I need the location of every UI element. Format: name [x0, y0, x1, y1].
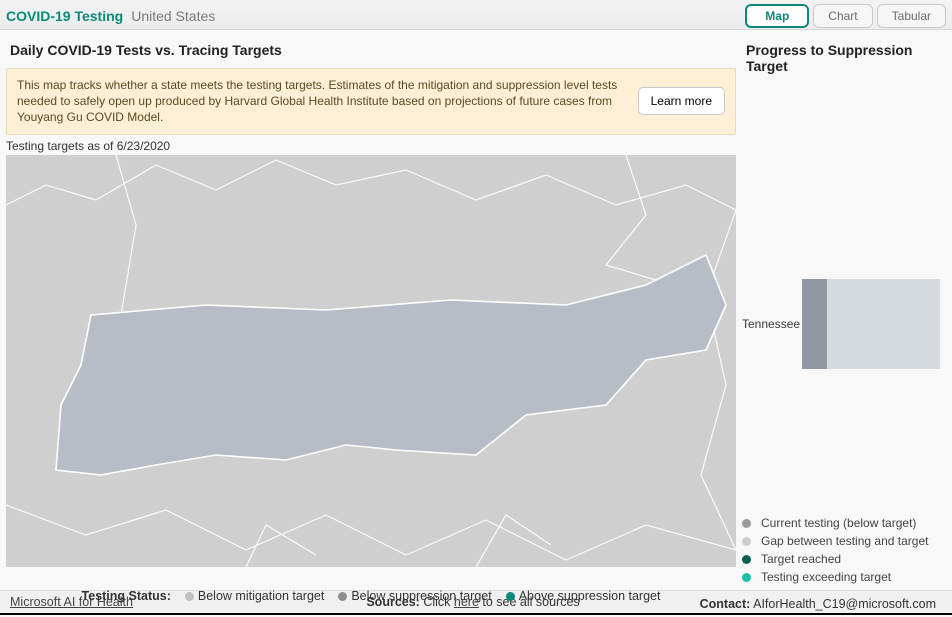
- tab-chart[interactable]: Chart: [813, 4, 872, 28]
- tab-map[interactable]: Map: [745, 4, 809, 28]
- legend-item-below-suppression: Below suppression target: [338, 589, 491, 603]
- progress-bar[interactable]: [802, 279, 940, 369]
- plegend-current: Current testing (below target): [742, 514, 942, 532]
- as-of-label: Testing targets as of 6/23/2020: [6, 135, 736, 155]
- plegend-reached: Target reached: [742, 550, 942, 568]
- progress-chart: Tennessee: [742, 84, 946, 514]
- tab-tabular[interactable]: Tabular: [877, 4, 946, 28]
- progress-legend: Current testing (below target) Gap betwe…: [742, 514, 946, 586]
- top-bar: COVID-19 Testing United States Map Chart…: [0, 0, 952, 30]
- panel-title: Daily COVID-19 Tests vs. Tracing Targets: [6, 34, 736, 68]
- progress-title: Progress to Suppression Target: [742, 34, 946, 84]
- info-bar: This map tracks whether a state meets th…: [6, 68, 736, 135]
- view-tabs: Map Chart Tabular: [745, 4, 946, 28]
- progress-state-label: Tennessee: [742, 317, 802, 331]
- learn-more-button[interactable]: Learn more: [638, 87, 725, 115]
- status-legend: Testing Status: Below mitigation target …: [6, 567, 736, 603]
- info-message: This map tracks whether a state meets th…: [17, 77, 626, 126]
- plegend-gap: Gap between testing and target: [742, 532, 942, 550]
- legend-item-above-suppression: Above suppression target: [506, 589, 661, 603]
- legend-item-below-mitigation: Below mitigation target: [185, 589, 324, 603]
- legend-label: Testing Status:: [82, 589, 171, 603]
- region-label: United States: [131, 8, 215, 24]
- plegend-exceeding: Testing exceeding target: [742, 568, 942, 586]
- map-region[interactable]: [6, 155, 736, 567]
- brand-title: COVID-19 Testing: [6, 8, 123, 24]
